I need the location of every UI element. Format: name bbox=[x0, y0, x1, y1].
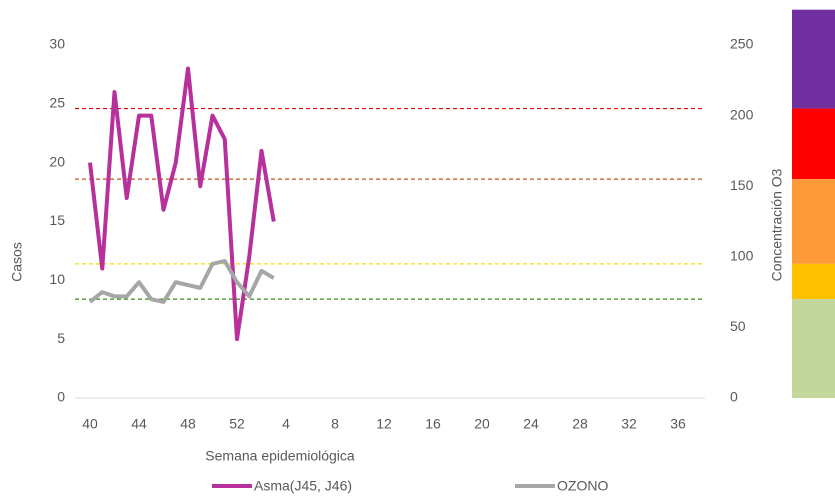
y-axis-label: Casos bbox=[9, 242, 25, 282]
index-band bbox=[792, 263, 835, 300]
x-tick-label: 40 bbox=[82, 416, 98, 432]
y2-tick-label: 150 bbox=[730, 177, 754, 193]
x-tick-label: 52 bbox=[229, 416, 245, 432]
y-tick-label: 25 bbox=[49, 95, 65, 111]
index-band bbox=[792, 299, 835, 398]
x-tick-label: 4 bbox=[282, 416, 290, 432]
y2-tick-label: 100 bbox=[730, 248, 754, 264]
y2-tick-label: 0 bbox=[730, 389, 738, 405]
index-band bbox=[792, 9, 835, 109]
legend-label: Asma(J45, J46) bbox=[254, 478, 352, 494]
x-tick-label: 32 bbox=[621, 416, 637, 432]
x-tick-label: 36 bbox=[670, 416, 686, 432]
y-tick-label: 10 bbox=[49, 271, 65, 287]
y2-tick-label: 200 bbox=[730, 106, 754, 122]
y2-tick-label: 50 bbox=[730, 318, 746, 334]
series-line bbox=[88, 259, 275, 304]
x-tick-label: 28 bbox=[572, 416, 588, 432]
y2-axis-label: Concentración O3 bbox=[769, 168, 785, 281]
x-tick-label: 44 bbox=[131, 416, 147, 432]
x-axis-label: Semana epidemiológica bbox=[205, 448, 355, 464]
index-band bbox=[792, 179, 835, 264]
y-tick-label: 0 bbox=[57, 389, 65, 405]
x-tick-label: 24 bbox=[523, 416, 539, 432]
x-tick-label: 16 bbox=[425, 416, 441, 432]
x-tick-label: 20 bbox=[474, 416, 490, 432]
x-tick-label: 8 bbox=[331, 416, 339, 432]
x-tick-label: 12 bbox=[376, 416, 392, 432]
y-tick-label: 20 bbox=[49, 153, 65, 169]
y-tick-label: 30 bbox=[49, 36, 65, 52]
legend-label: OZONO bbox=[557, 478, 608, 494]
y-tick-label: 5 bbox=[57, 330, 65, 346]
x-tick-label: 48 bbox=[180, 416, 196, 432]
index-band bbox=[792, 108, 835, 180]
y-tick-label: 15 bbox=[49, 212, 65, 228]
series-line bbox=[88, 66, 276, 342]
y2-tick-label: 250 bbox=[730, 36, 754, 52]
